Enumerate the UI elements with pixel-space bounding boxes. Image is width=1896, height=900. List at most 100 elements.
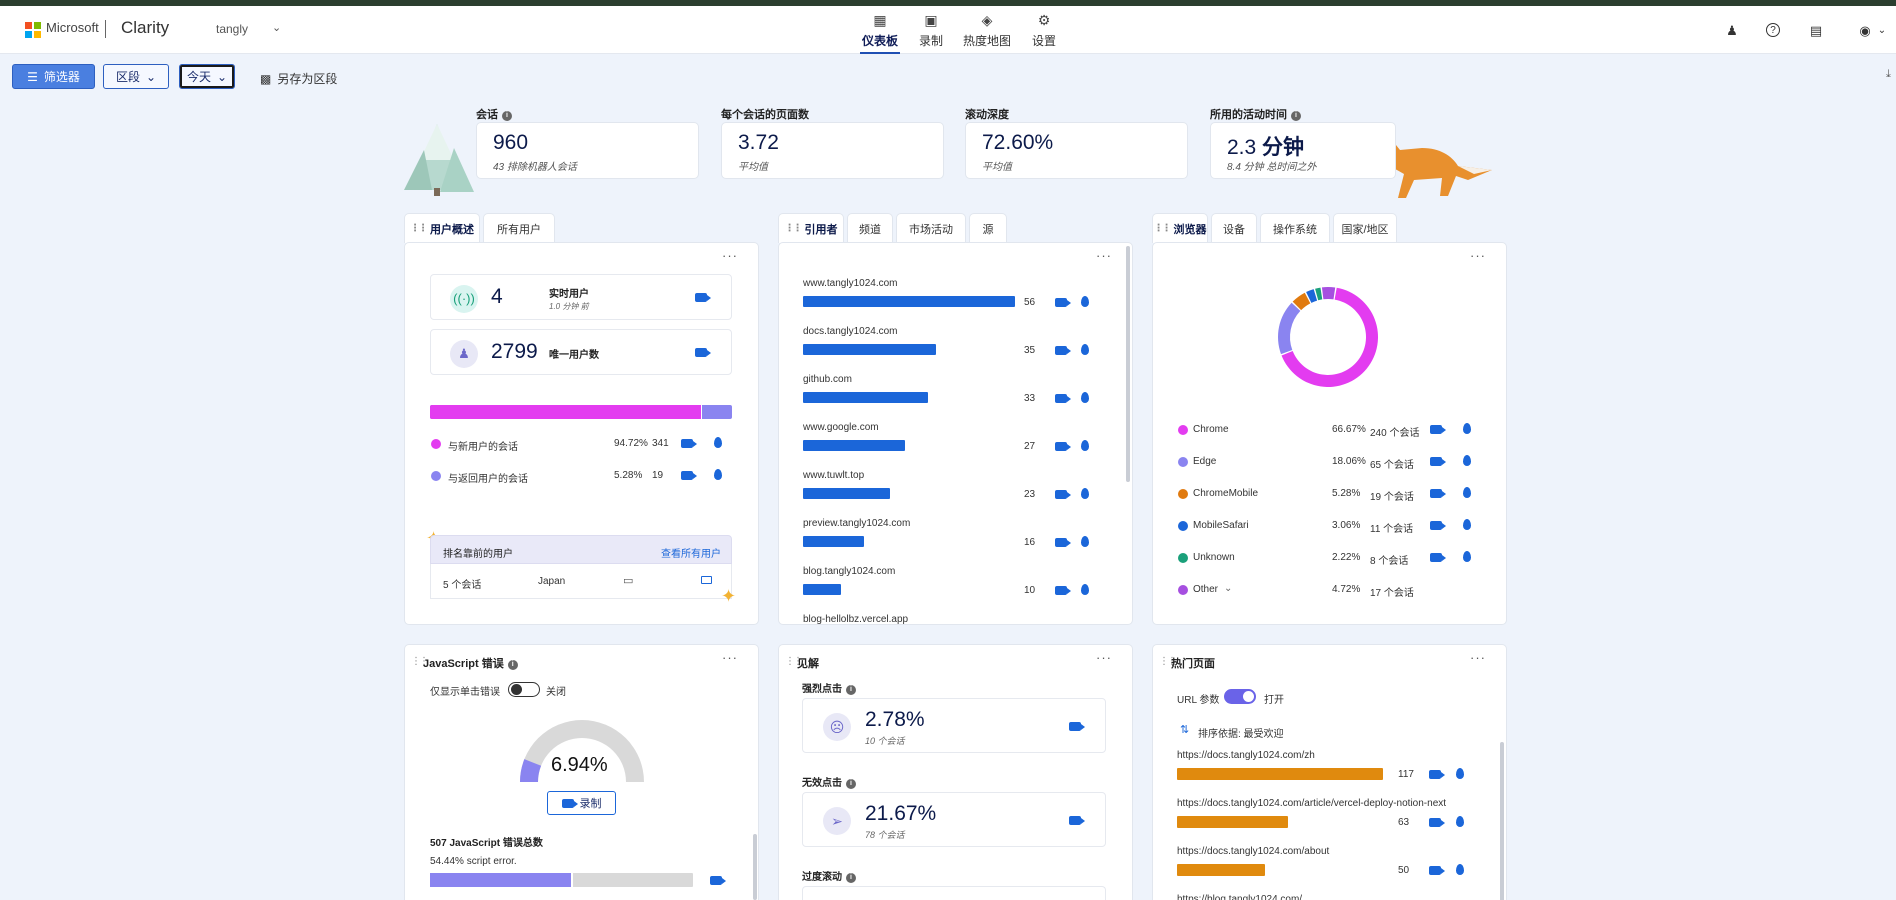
- chevron-down-icon[interactable]: ⌄: [1877, 25, 1887, 36]
- more-options-icon[interactable]: ···: [1470, 248, 1486, 263]
- heatmap-icon[interactable]: [1081, 440, 1089, 451]
- account-icon[interactable]: ◉: [1859, 23, 1871, 38]
- recording-icon[interactable]: [1055, 346, 1071, 355]
- tab-user-overview[interactable]: ⋮⋮ 用户概述: [404, 213, 480, 243]
- tab-browsers[interactable]: ⋮⋮ 浏览器: [1152, 213, 1208, 243]
- recording-icon[interactable]: [1430, 489, 1446, 498]
- recording-icon[interactable]: [1429, 866, 1445, 875]
- heatmap-icon[interactable]: [1456, 864, 1464, 875]
- recording-icon[interactable]: [681, 471, 697, 480]
- referrer-name[interactable]: github.com: [803, 374, 852, 385]
- donut-slice-mobilesafari[interactable]: [1306, 289, 1318, 303]
- recording-icon[interactable]: [1430, 553, 1446, 562]
- referrer-name[interactable]: www.tangly1024.com: [803, 278, 898, 289]
- rage-clicks-card[interactable]: ☹ 2.78% 10 个会话: [802, 698, 1106, 753]
- heatmap-icon[interactable]: [1463, 455, 1471, 466]
- chevron-down-icon[interactable]: ⌄: [272, 22, 282, 34]
- more-options-icon[interactable]: ···: [1470, 650, 1486, 665]
- nav-settings[interactable]: ⚙ 设置: [1032, 12, 1056, 49]
- filters-button[interactable]: ☰ 筛选器: [12, 64, 95, 89]
- profile-card-icon[interactable]: [701, 576, 712, 584]
- dead-clicks-card[interactable]: ➢ 21.67% 78 个会话: [802, 792, 1106, 847]
- recording-icon[interactable]: [695, 348, 711, 357]
- heatmap-icon[interactable]: [1081, 392, 1089, 403]
- heatmap-icon[interactable]: [1081, 488, 1089, 499]
- nav-heatmaps[interactable]: ◈ 热度地图: [963, 12, 1011, 49]
- recording-icon[interactable]: [1055, 442, 1071, 451]
- date-range-button[interactable]: 今天 ⌄: [179, 64, 235, 89]
- heatmap-icon[interactable]: [1463, 487, 1471, 498]
- js-errors-record-button[interactable]: 录制: [547, 791, 616, 815]
- tab-referrers[interactable]: ⋮⋮ 引用者: [778, 213, 844, 243]
- donut-slice-chromemobile[interactable]: [1292, 292, 1311, 311]
- excessive-scroll-card[interactable]: [802, 886, 1106, 900]
- referrer-name[interactable]: www.tuwlt.top: [803, 470, 865, 481]
- heatmap-icon[interactable]: [1463, 423, 1471, 434]
- heatmap-icon[interactable]: [1463, 519, 1471, 530]
- recording-icon[interactable]: [1429, 770, 1445, 779]
- recording-icon[interactable]: [1055, 394, 1071, 403]
- page-url[interactable]: https://docs.tangly1024.com/about: [1177, 846, 1330, 857]
- tab-all-users[interactable]: 所有用户: [483, 213, 555, 243]
- drag-handle-icon[interactable]: ⋮⋮: [410, 223, 428, 234]
- heatmap-icon[interactable]: [1081, 296, 1089, 307]
- recording-icon[interactable]: [1055, 490, 1071, 499]
- referrer-name[interactable]: www.google.com: [803, 422, 879, 433]
- referrer-name[interactable]: blog-hellolbz.vercel.app: [803, 614, 909, 625]
- recording-icon[interactable]: [1055, 586, 1071, 595]
- save-as-segment-button[interactable]: ▩ 另存为区段: [260, 70, 337, 87]
- donut-slice-other[interactable]: [1321, 287, 1336, 300]
- page-url[interactable]: https://docs.tangly1024.com/zh: [1177, 750, 1315, 761]
- recording-icon[interactable]: [1069, 816, 1085, 825]
- recording-icon[interactable]: [1069, 722, 1085, 731]
- sort-icon[interactable]: ⇅: [1180, 724, 1190, 736]
- drag-handle-icon[interactable]: ⋮⋮: [785, 656, 803, 667]
- recording-icon[interactable]: [1430, 521, 1446, 530]
- heatmap-icon[interactable]: [1081, 344, 1089, 355]
- info-icon[interactable]: i: [507, 660, 518, 670]
- js-errors-scrollbar[interactable]: [753, 834, 757, 900]
- drag-handle-icon[interactable]: ⋮⋮: [784, 223, 803, 234]
- recording-icon[interactable]: [1055, 298, 1071, 307]
- recording-icon[interactable]: [710, 876, 726, 885]
- more-options-icon[interactable]: ···: [722, 650, 738, 665]
- heatmap-icon[interactable]: [714, 469, 722, 480]
- heatmap-icon[interactable]: [1081, 584, 1089, 595]
- recording-icon[interactable]: [1430, 425, 1446, 434]
- donut-slice-edge[interactable]: [1278, 302, 1301, 355]
- info-icon[interactable]: i: [846, 685, 856, 695]
- recording-icon[interactable]: [1055, 538, 1071, 547]
- top-pages-scrollbar[interactable]: [1500, 742, 1504, 900]
- heatmap-icon[interactable]: [1456, 816, 1464, 827]
- more-options-icon[interactable]: ···: [722, 248, 738, 263]
- chevron-down-icon[interactable]: ⌄: [1224, 583, 1233, 594]
- segment-button[interactable]: 区段 ⌄: [103, 64, 169, 89]
- project-selector[interactable]: tangly: [216, 22, 249, 36]
- download-icon[interactable]: ⤓: [1886, 68, 1891, 80]
- view-all-users-link[interactable]: 查看所有用户: [661, 549, 721, 560]
- sort-label[interactable]: 排序依据: 最受欢迎: [1198, 729, 1284, 740]
- info-icon[interactable]: i: [502, 111, 512, 121]
- team-icon[interactable]: ♟: [1726, 23, 1738, 38]
- donut-slice-unknown[interactable]: [1315, 287, 1323, 301]
- more-options-icon[interactable]: ···: [1096, 248, 1112, 263]
- top-user-row[interactable]: 5 个会话 Japan ▭: [430, 564, 732, 599]
- info-icon[interactable]: i: [1291, 111, 1301, 121]
- recording-icon[interactable]: [1430, 457, 1446, 466]
- info-icon[interactable]: i: [846, 873, 856, 883]
- referrer-name[interactable]: docs.tangly1024.com: [803, 326, 898, 337]
- heatmap-icon[interactable]: [1456, 768, 1464, 779]
- nav-dashboard[interactable]: ▦ 仪表板: [860, 12, 900, 54]
- url-params-toggle[interactable]: [1224, 689, 1256, 704]
- recording-icon[interactable]: [695, 293, 711, 302]
- drag-handle-icon[interactable]: ⋮⋮: [1159, 656, 1177, 667]
- document-icon[interactable]: ▤: [1809, 23, 1823, 38]
- drag-handle-icon[interactable]: ⋮⋮: [1153, 223, 1172, 234]
- more-options-icon[interactable]: ···: [1096, 650, 1112, 665]
- info-icon[interactable]: i: [846, 779, 856, 789]
- tab-countries[interactable]: 国家/地区: [1333, 213, 1397, 243]
- tab-devices[interactable]: 设备: [1211, 213, 1257, 243]
- tab-campaigns[interactable]: 市场活动: [896, 213, 966, 243]
- click-errors-toggle[interactable]: [508, 682, 540, 697]
- referrer-name[interactable]: blog.tangly1024.com: [803, 566, 896, 577]
